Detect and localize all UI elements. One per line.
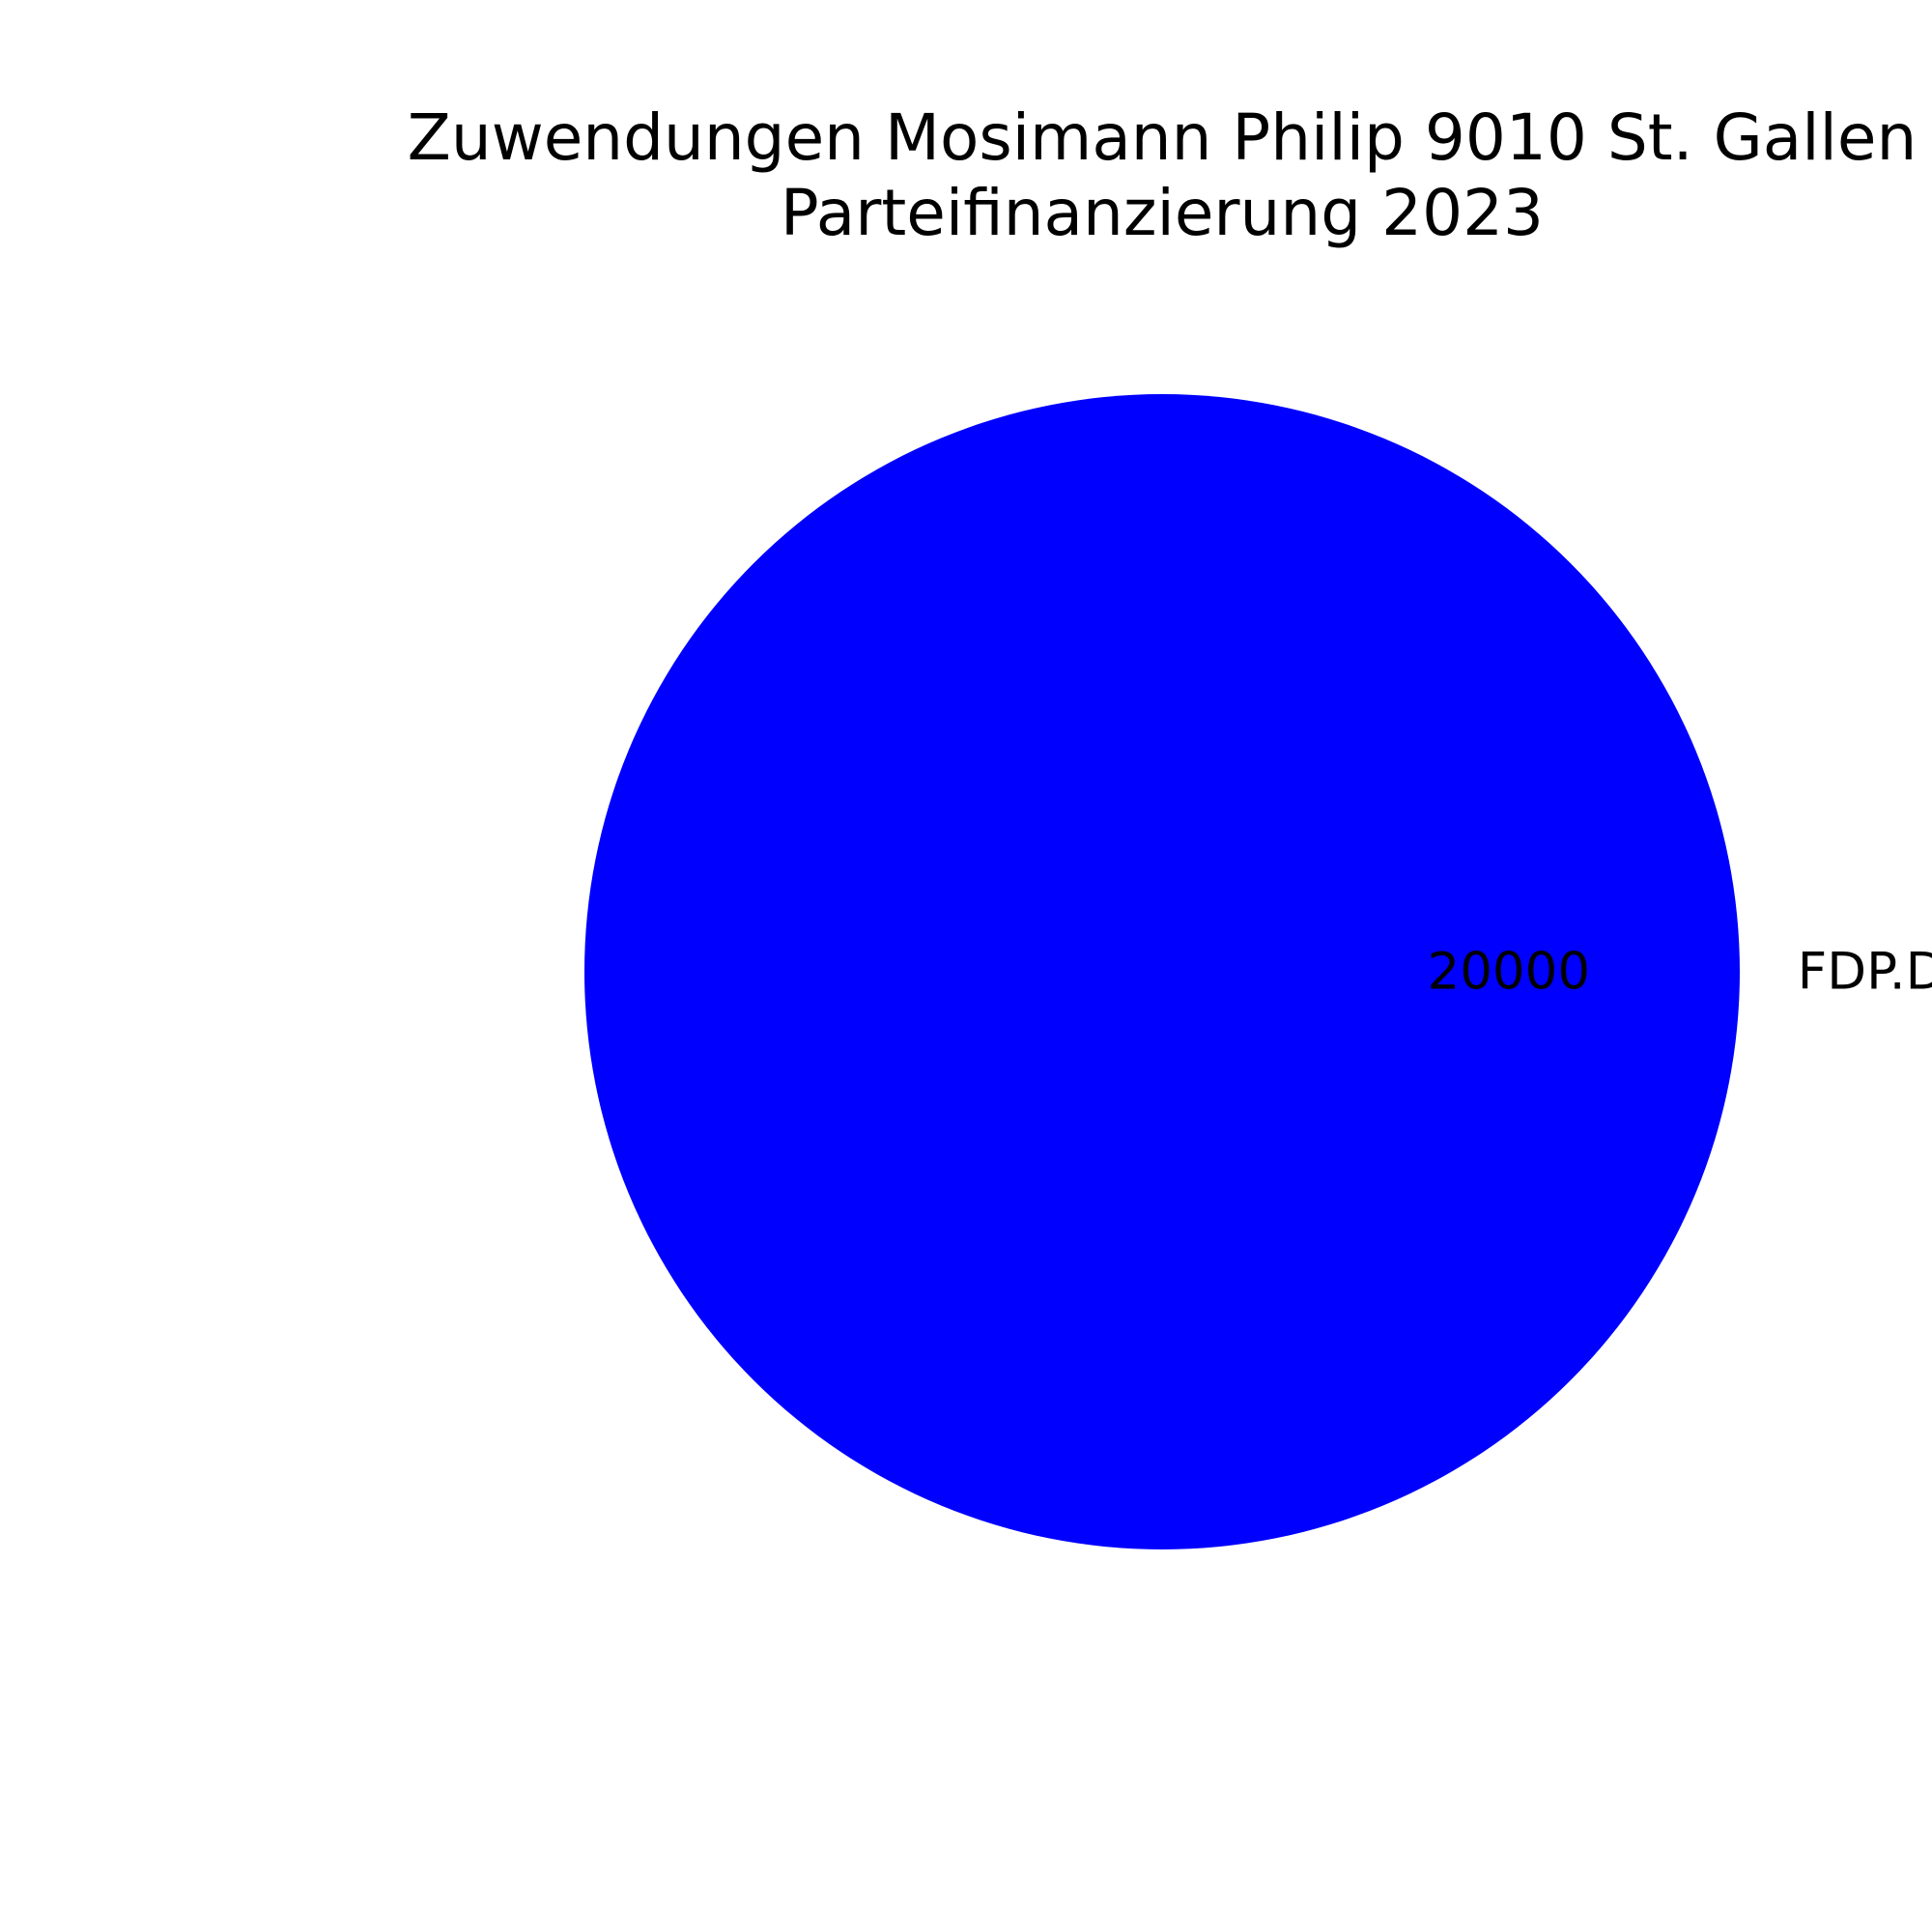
pie-labels: FDP.Die Liberalen 20000 bbox=[1427, 943, 1932, 1002]
chart-title-line-1: Zuwendungen Mosimann Philip 9010 St. Gal… bbox=[408, 100, 1918, 175]
pie-slices bbox=[584, 394, 1740, 1549]
pie-slice-0 bbox=[584, 394, 1740, 1549]
pie-slice-value-0: 20000 bbox=[1427, 943, 1590, 1002]
chart-title-line-2: Parteifinanzierung 2023 bbox=[781, 176, 1544, 250]
pie-slice-label-0: FDP.Die Liberalen bbox=[1798, 943, 1932, 1002]
